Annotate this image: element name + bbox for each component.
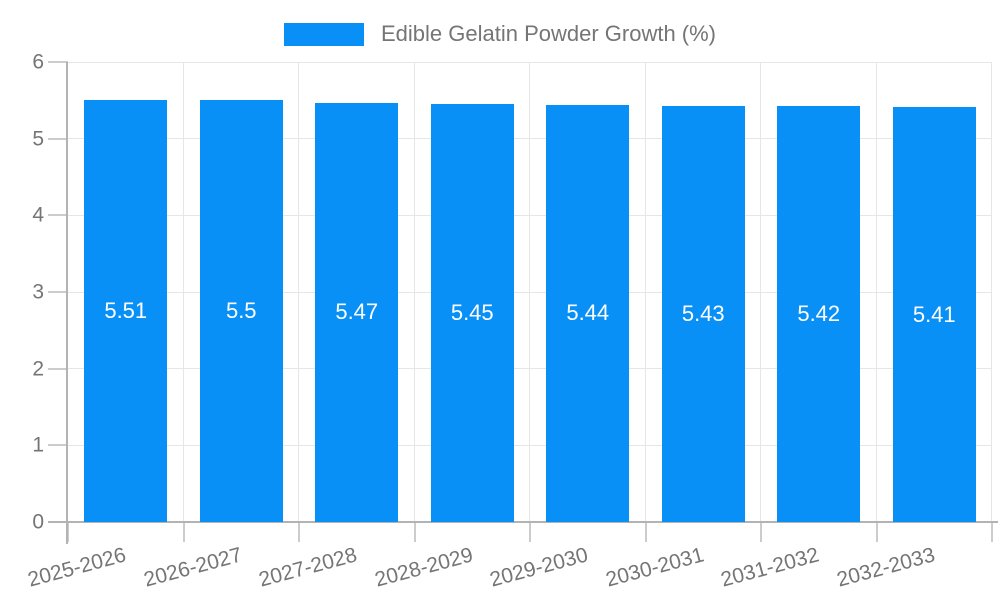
bar[interactable]: 5.5 (199, 100, 283, 522)
x-tick (529, 522, 531, 542)
y-tick-label: 4 (32, 203, 44, 227)
x-axis-line (48, 521, 998, 523)
chart-legend: Edible Gelatin Powder Growth (%) (0, 21, 1000, 47)
legend-label: Edible Gelatin Powder Growth (%) (380, 21, 717, 46)
y-tick (48, 61, 68, 63)
legend-swatch (283, 22, 364, 46)
x-tick-label: 2030-2031 (603, 543, 707, 592)
y-tick (48, 291, 68, 293)
plot-area: 0 1 2 3 4 5 6 5.51 2025-2026 5.5 2026-2027 5.47 2027… (26, 52, 998, 592)
x-gridline (760, 62, 761, 522)
y-tick (48, 444, 68, 447)
y-gridline (68, 444, 992, 446)
bar[interactable]: 5.41 (892, 107, 976, 522)
y-gridline (68, 61, 992, 63)
y-gridline (68, 138, 992, 140)
bar[interactable]: 5.51 (84, 99, 168, 522)
y-tick (48, 214, 68, 217)
x-gridline (529, 62, 530, 522)
x-tick (645, 522, 647, 542)
x-tick-label: 2025-2026 (25, 543, 129, 592)
x-gridline (183, 62, 184, 522)
y-gridline (68, 291, 992, 293)
bar[interactable]: 5.47 (315, 102, 399, 522)
x-tick (760, 522, 762, 542)
bar-value-label: 5.45 (450, 300, 494, 326)
bar[interactable]: 5.43 (661, 105, 745, 522)
x-tick-label: 2026-2027 (141, 543, 245, 592)
y-tick-label: 3 (32, 280, 44, 304)
x-tick (67, 522, 69, 542)
bar-value-label: 5.43 (681, 300, 725, 326)
bar-value-label: 5.5 (225, 298, 257, 324)
x-tick-label: 2029-2030 (487, 543, 591, 592)
x-gridline (414, 62, 415, 522)
x-gridline (991, 62, 992, 522)
y-gridline (68, 214, 992, 216)
x-tick-label: 2028-2029 (372, 543, 476, 592)
x-tick (876, 522, 878, 542)
y-tick (48, 367, 68, 370)
y-tick (48, 137, 68, 140)
y-gridline (68, 368, 992, 370)
x-tick-label: 2032-2033 (834, 543, 938, 592)
x-tick (991, 522, 993, 542)
y-axis-line (66, 62, 68, 544)
bar-value-label: 5.47 (335, 299, 379, 325)
x-tick-label: 2027-2028 (256, 543, 360, 592)
x-gridline (645, 62, 646, 522)
x-gridline (876, 62, 877, 522)
y-tick-label: 2 (32, 357, 44, 381)
y-tick-label: 0 (32, 510, 44, 534)
bar-value-label: 5.42 (797, 301, 841, 327)
bar-value-label: 5.41 (912, 301, 956, 327)
y-tick-label: 1 (32, 433, 44, 457)
x-tick-label: 2031-2032 (718, 543, 822, 592)
x-tick (183, 522, 185, 542)
y-tick-label: 6 (32, 50, 44, 74)
x-gridline (298, 62, 299, 522)
bar-value-label: 5.51 (104, 297, 148, 323)
x-tick (298, 522, 300, 542)
bar[interactable]: 5.42 (777, 106, 861, 522)
bar[interactable]: 5.44 (546, 104, 630, 522)
x-tick (414, 522, 416, 542)
y-tick-label: 5 (32, 127, 44, 151)
bar-value-label: 5.44 (566, 300, 610, 326)
bar[interactable]: 5.45 (430, 104, 514, 522)
